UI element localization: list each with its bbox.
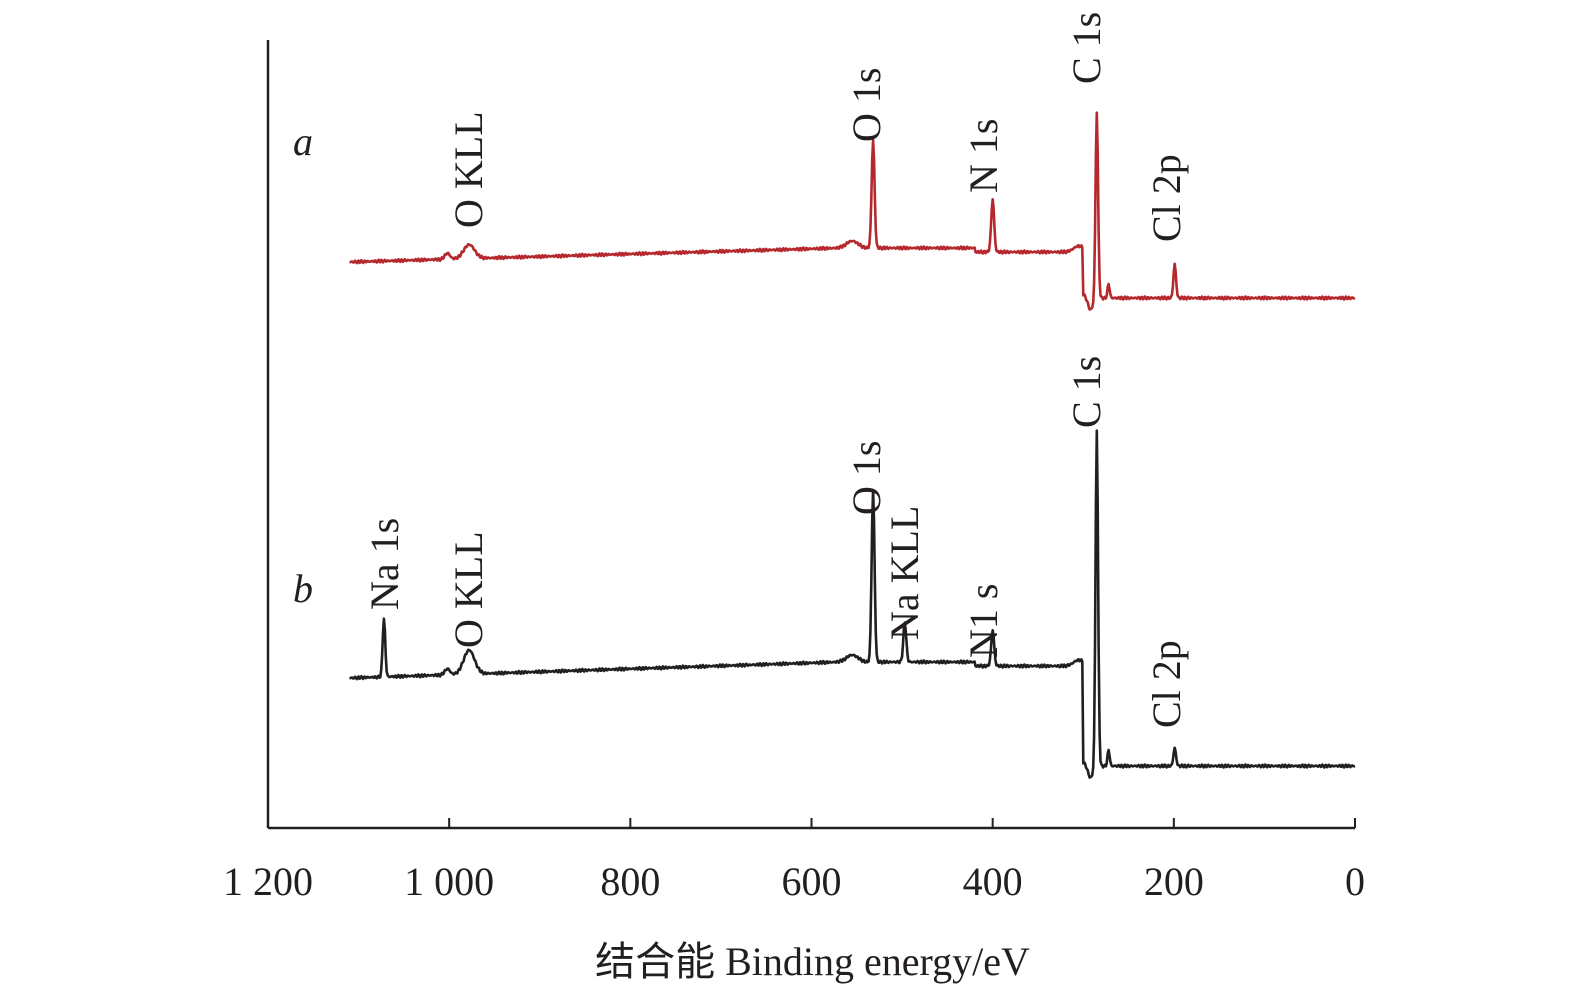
x-tick-label: 600	[782, 859, 842, 904]
series-line-b	[349, 429, 1356, 779]
peak-label: Na 1s	[362, 518, 407, 610]
peak-label: N1 s	[961, 584, 1006, 658]
peak-label: O KLL	[446, 111, 491, 228]
peak-label: Cl 2p	[1144, 640, 1189, 728]
x-tick-label: 0	[1345, 859, 1365, 904]
peak-label: C 1s	[1064, 356, 1109, 428]
peak-label: O KLL	[446, 531, 491, 648]
series-group	[349, 111, 1356, 779]
x-tick-label: 1 000	[404, 859, 494, 904]
peak-label: Na KLL	[882, 506, 927, 640]
series-label-a: a	[293, 119, 313, 164]
peak-label: Cl 2p	[1144, 154, 1189, 242]
axes: 1 200 1 000 800 600 400 200 0	[223, 40, 1365, 904]
x-tick-label: 800	[600, 859, 660, 904]
x-axis-title: 结合能 Binding energy/eV	[595, 939, 1030, 984]
peak-label: C 1s	[1064, 12, 1109, 84]
x-tick-label: 1 200	[223, 859, 313, 904]
peak-label: O 1s	[844, 441, 889, 515]
series-line-a	[349, 111, 1356, 311]
peak-label: N 1s	[961, 119, 1006, 193]
x-tick-label: 400	[963, 859, 1023, 904]
peak-label: O 1s	[844, 68, 889, 142]
x-tick-label: 200	[1144, 859, 1204, 904]
series-label-b: b	[293, 566, 313, 611]
